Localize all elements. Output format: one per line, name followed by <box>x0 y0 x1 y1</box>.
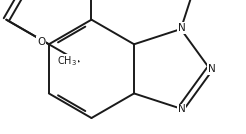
Text: O: O <box>37 37 46 47</box>
Text: N: N <box>208 64 215 74</box>
Text: N: N <box>178 104 185 114</box>
Text: CH$_3$: CH$_3$ <box>58 55 77 68</box>
Text: N: N <box>178 23 186 33</box>
